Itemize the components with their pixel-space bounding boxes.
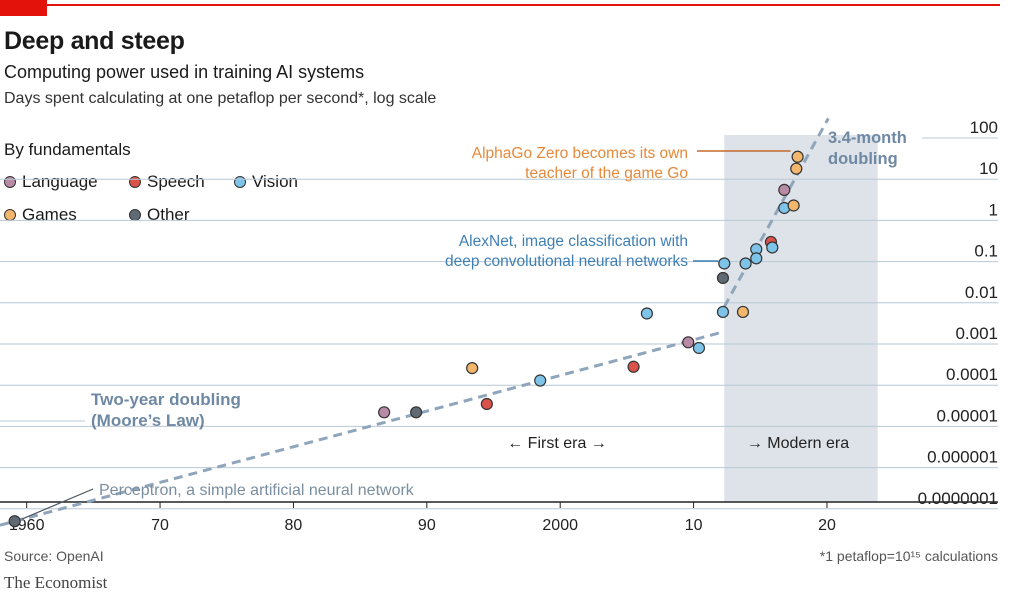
data-point-vision — [640, 307, 654, 320]
source-note: Source: OpenAI — [4, 548, 104, 564]
modern-era-band — [724, 135, 878, 502]
publisher-brand: The Economist — [4, 573, 108, 592]
chart-subtitle: Computing power used in training AI syst… — [4, 62, 365, 82]
data-point-vision — [750, 252, 763, 265]
y-tick-label: 0.000001 — [927, 448, 998, 467]
footnote: *1 petaflop=10¹⁵ calculations — [819, 548, 998, 564]
legend-heading: By fundamentals — [4, 140, 131, 159]
y-tick-label: 10 — [979, 159, 998, 178]
data-point-language — [778, 183, 791, 196]
legend-language: Language — [4, 172, 98, 192]
y-tick-label: 100 — [970, 118, 998, 137]
data-point-games — [791, 150, 804, 163]
data-point-vision — [739, 257, 752, 270]
y-tick-label: 0.001 — [955, 324, 998, 343]
legend-speech-label: Speech — [147, 172, 205, 191]
modern-doubling-label: doubling — [828, 150, 898, 168]
data-point-speech — [480, 397, 493, 411]
x-tick-label: 10 — [685, 517, 703, 534]
x-tick-label: 90 — [418, 517, 436, 534]
legend-games-label: Games — [22, 205, 77, 224]
data-point-games — [790, 162, 803, 175]
data-point-games — [787, 199, 800, 212]
data-point-other — [8, 515, 21, 528]
data-point-vision — [766, 241, 779, 254]
modern-trend-line — [722, 117, 830, 308]
chart-title: Deep and steep — [4, 27, 185, 55]
modern-era-label: → Modern era — [747, 435, 849, 452]
alphago-annotation-text: teacher of the game Go — [525, 165, 688, 182]
y-tick-label: 0.1 — [974, 242, 998, 261]
data-point-language — [378, 406, 391, 419]
x-tick-label: 80 — [285, 517, 303, 534]
x-tick-label: 2000 — [542, 517, 578, 534]
y-tick-label: 0.01 — [965, 283, 998, 302]
chart-unit-note: Days spent calculating at one petaflop p… — [4, 90, 437, 107]
modern-doubling-label: 3.4-month — [828, 129, 907, 147]
perceptron-leader-line — [21, 488, 94, 520]
data-point-other — [716, 271, 730, 285]
data-point-games — [466, 362, 479, 375]
data-point-vision — [534, 374, 547, 387]
data-point-other — [410, 406, 423, 419]
data-point-vision — [716, 305, 730, 319]
alphago-annotation-text: AlphaGo Zero becomes its own — [472, 145, 688, 162]
legend-speech: Speech — [129, 172, 205, 192]
legend-language-label: Language — [22, 172, 98, 191]
x-tick-label: 20 — [818, 517, 836, 534]
legend-other-label: Other — [147, 205, 190, 224]
y-tick-label: 0.00001 — [937, 406, 998, 425]
data-point-language — [682, 336, 695, 349]
moores-law-label: Two-year doubling — [91, 390, 241, 409]
legend-other: Other — [129, 205, 190, 225]
x-tick-label: 70 — [151, 517, 169, 534]
data-point-speech — [627, 360, 640, 373]
y-tick-label: 1 — [989, 200, 998, 219]
data-point-vision — [692, 341, 706, 355]
legend-games: Games — [4, 205, 77, 225]
top-rule — [0, 4, 1000, 6]
alexnet-annotation-text: deep convolutional neural networks — [445, 253, 688, 270]
y-tick-label: 0.0000001 — [918, 489, 998, 508]
perceptron-annotation-text: Perceptron, a simple artificial neural n… — [99, 482, 415, 499]
legend-vision-label: Vision — [252, 172, 298, 191]
moores-law-label: (Moore’s Law) — [91, 411, 205, 430]
y-tick-label: 0.0001 — [946, 365, 998, 384]
data-point-vision — [718, 257, 731, 270]
data-point-games — [736, 305, 750, 319]
moores-law-trend-line — [0, 330, 725, 527]
first-era-label: ← First era → — [507, 435, 607, 452]
alexnet-annotation-text: AlexNet, image classification with — [459, 233, 688, 250]
